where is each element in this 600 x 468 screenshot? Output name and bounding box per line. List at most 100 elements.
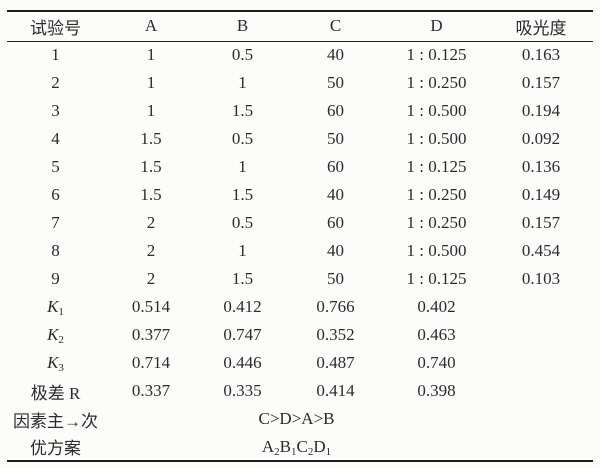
cell-absorbance: 0.136: [521, 157, 561, 176]
cell-d: 1 : 0.250: [406, 73, 467, 92]
k3-c: 0.487: [316, 353, 355, 372]
empty-cell: [489, 321, 593, 349]
cell-c: 50: [327, 129, 344, 148]
k2-c: 0.352: [316, 325, 355, 344]
cell-d: 1 : 0.250: [406, 213, 467, 232]
table-row: 2 1 1 50 1 : 0.250 0.157: [7, 69, 593, 97]
cell-test-no: 6: [51, 185, 60, 204]
factor-order-value: C>D>A>B: [258, 409, 335, 428]
k3-b: 0.446: [223, 353, 262, 372]
k2-label: K2: [7, 321, 104, 349]
cell-b: 1.5: [231, 101, 254, 120]
orthogonal-experiment-table: 试验号 A B C D 吸光度 1 1 0.5 40 1 : 0.125 0.1…: [7, 10, 593, 462]
cell-a: 1: [146, 45, 156, 65]
optimal-scheme-row: 优方案 A2B1C2D1: [7, 433, 593, 461]
cell-d: 1 : 0.500: [406, 129, 467, 148]
header-cell-test-number: 试验号: [30, 18, 81, 38]
cell-absorbance: 0.454: [521, 241, 561, 260]
k2-label-sub: 2: [58, 333, 64, 346]
cell-b: 1.5: [231, 185, 254, 204]
range-a: 0.337: [131, 381, 171, 400]
cell-absorbance: 0.194: [521, 101, 561, 120]
cell-absorbance: 0.103: [521, 269, 561, 288]
cell-a: 2: [146, 269, 156, 288]
empty-cell: [489, 293, 593, 321]
k2-row: K2 0.377 0.747 0.352 0.463: [7, 321, 593, 349]
cell-d: 1 : 0.500: [406, 241, 467, 260]
cell-d: 1 : 0.250: [406, 185, 467, 204]
cell-c: 50: [327, 269, 344, 288]
cell-a: 1.5: [140, 157, 162, 176]
table-row: 5 1.5 1 60 1 : 0.125 0.136: [7, 153, 593, 181]
cell-test-no: 2: [51, 73, 60, 92]
cell-test-no: 4: [51, 129, 60, 148]
k2-label-base: K: [47, 325, 59, 344]
cell-c: 50: [327, 73, 344, 92]
table-row: 3 1 1.5 60 1 : 0.500 0.194: [7, 97, 593, 125]
table-row: 7 2 0.5 60 1 : 0.250 0.157: [7, 209, 593, 237]
k3-d: 0.740: [417, 353, 456, 372]
optimal-part-b: B1: [279, 436, 297, 458]
header-cell-absorbance: 吸光度: [515, 18, 567, 38]
cell-a: 1: [146, 73, 156, 92]
cell-a: 1.5: [140, 129, 162, 148]
cell-test-no: 1: [51, 45, 60, 65]
k2-b: 0.747: [223, 325, 262, 344]
cell-test-no: 8: [51, 241, 60, 260]
optimal-part-d: D1: [313, 436, 332, 458]
cell-d: 1 : 0.500: [406, 101, 467, 120]
k1-row: K1 0.514 0.412 0.766 0.402: [7, 293, 593, 321]
table-row: 6 1.5 1.5 40 1 : 0.250 0.149: [7, 181, 593, 209]
k1-d: 0.402: [417, 297, 456, 316]
cell-b: 1: [238, 157, 247, 176]
k2-d: 0.463: [417, 325, 456, 344]
table-row: 4 1.5 0.5 50 1 : 0.500 0.092: [7, 125, 593, 153]
cell-d: 1 : 0.125: [406, 45, 467, 65]
cell-b: 0.5: [231, 129, 254, 148]
table-row: 9 2 1.5 50 1 : 0.125 0.103: [7, 265, 593, 293]
cell-absorbance: 0.157: [521, 73, 561, 92]
cell-a: 1: [146, 101, 156, 120]
optimal-part-c: C2: [296, 436, 314, 458]
k1-b: 0.412: [223, 297, 262, 316]
cell-b: 1: [238, 241, 247, 260]
k2-a: 0.377: [131, 325, 171, 344]
table-row: 1 1 0.5 40 1 : 0.125 0.163: [7, 41, 593, 69]
k3-row: K3 0.714 0.446 0.487 0.740: [7, 349, 593, 377]
cell-c: 60: [327, 157, 344, 176]
k3-label-sub: 3: [58, 361, 64, 374]
optimal-scheme-label: 优方案: [30, 439, 81, 458]
header-cell-factor-a: A: [144, 16, 158, 36]
cell-test-no: 9: [51, 269, 60, 288]
cell-a: 2: [146, 241, 156, 260]
cell-c: 60: [327, 213, 344, 232]
cell-c: 60: [327, 101, 344, 120]
header-cell-factor-c: C: [329, 16, 342, 36]
cell-c: 40: [327, 185, 344, 204]
cell-c: 40: [327, 241, 344, 260]
cell-absorbance: 0.149: [521, 185, 561, 204]
cell-absorbance: 0.163: [521, 45, 561, 65]
cell-d: 1 : 0.125: [406, 269, 467, 288]
cell-test-no: 5: [51, 157, 60, 176]
table-row: 8 2 1 40 1 : 0.500 0.454: [7, 237, 593, 265]
range-row: 极差 R 0.337 0.335 0.414 0.398: [7, 377, 593, 405]
empty-cell: [489, 433, 593, 461]
range-c: 0.414: [316, 381, 355, 400]
cell-c: 40: [327, 45, 344, 65]
k3-label: K3: [7, 349, 104, 377]
range-label: 极差 R: [30, 383, 81, 403]
factor-order-row: 因素主→次 C>D>A>B: [7, 405, 593, 433]
k3-label-base: K: [47, 353, 59, 372]
k1-label-sub: 1: [58, 305, 64, 318]
k3-a: 0.714: [131, 353, 171, 372]
cell-b: 0.5: [231, 45, 254, 65]
cell-b: 0.5: [231, 213, 254, 232]
empty-cell: [489, 377, 593, 405]
k1-label: K1: [7, 293, 104, 321]
empty-cell: [489, 405, 593, 433]
cell-a: 2: [146, 213, 156, 232]
cell-absorbance: 0.157: [521, 213, 561, 232]
k1-c: 0.766: [316, 297, 355, 316]
